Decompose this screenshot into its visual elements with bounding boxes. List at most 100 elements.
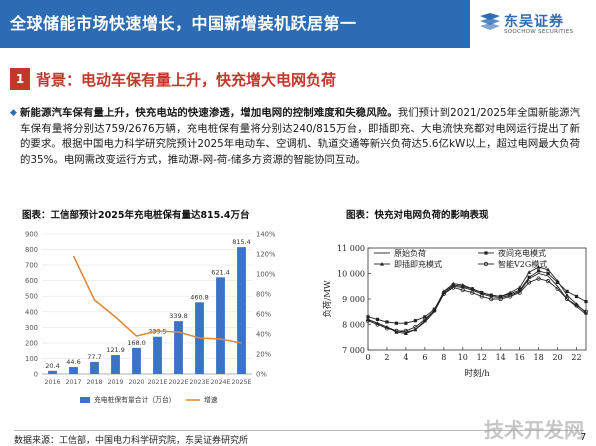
y-tick-label: 400 xyxy=(25,308,38,316)
footer-divider xyxy=(14,430,584,431)
bar xyxy=(174,321,183,374)
section-number: 1 xyxy=(10,68,30,90)
series-marker xyxy=(422,318,427,323)
x-tick-label: 2023E xyxy=(189,379,209,386)
legend-marker xyxy=(483,261,489,267)
series-marker xyxy=(536,265,541,269)
legend-label: 智能V2G模式 xyxy=(498,259,547,269)
bar xyxy=(132,347,141,374)
page-title: 全球储能市场快速增长，中国新增装机跃居第一 xyxy=(10,14,357,33)
series-marker xyxy=(413,319,417,323)
series-marker xyxy=(546,267,551,272)
series-marker xyxy=(518,288,522,292)
diamond-bullet-icon: ◆ xyxy=(10,108,17,118)
series-marker xyxy=(537,269,541,273)
legend-label-bars: 充电桩保有量合计（万台） xyxy=(94,395,176,404)
series-marker xyxy=(564,296,570,302)
section-heading: 1 背景：电动车保有量上升，快充增大电网负荷 xyxy=(10,68,460,90)
watermark: 技术开发网 xyxy=(484,418,584,442)
series-marker xyxy=(584,299,588,304)
series-marker xyxy=(555,279,560,283)
bar-data-label: 121.9 xyxy=(106,346,125,354)
series-marker xyxy=(413,324,418,330)
logo-mark-icon xyxy=(480,13,500,30)
x-tick-label: 2021E xyxy=(147,379,167,386)
x-tick-label: 2022E xyxy=(168,379,188,386)
y2-tick-label: 80% xyxy=(256,291,272,299)
y-tick-label: 900 xyxy=(25,231,38,239)
chart-caption-right: 图表：快充对电网负荷的影响表现 xyxy=(346,210,489,221)
series-marker xyxy=(517,285,522,290)
series-marker xyxy=(451,285,456,290)
y2-tick-label: 0% xyxy=(256,371,267,379)
series-marker xyxy=(384,326,390,331)
series-marker xyxy=(536,276,541,281)
logo-subtitle: SOOCHOW SECURITIES xyxy=(504,29,574,35)
bar-data-label: 460.8 xyxy=(190,293,209,301)
y-tick-label: 100 xyxy=(25,355,38,363)
y2-tick-label: 120% xyxy=(256,251,276,259)
growth-line xyxy=(72,255,242,344)
y-tick-label: 600 xyxy=(25,277,38,285)
y2-tick-label: 60% xyxy=(256,311,272,319)
x-tick-label: 2018 xyxy=(86,379,102,386)
series-marker xyxy=(508,294,513,299)
legend-marker xyxy=(484,251,488,255)
series-marker xyxy=(545,279,551,284)
series-marker xyxy=(470,290,475,295)
bar-data-label: 168.0 xyxy=(127,339,146,347)
series-marker xyxy=(375,317,380,321)
series-marker xyxy=(565,289,569,293)
y-tick-label: 500 xyxy=(25,293,38,301)
legend-swatch-bars xyxy=(80,397,90,403)
x-tick-label: 2024E xyxy=(210,379,230,386)
series-marker xyxy=(555,286,560,291)
series-marker xyxy=(451,281,456,286)
legend-marker xyxy=(380,262,384,266)
x-tick-label: 10 xyxy=(458,353,468,362)
logo-name: 东吴证券 xyxy=(504,14,564,30)
bar-data-label: 77.7 xyxy=(87,353,101,361)
y-tick-label: 11 000 xyxy=(337,244,365,253)
series-marker xyxy=(584,311,588,315)
series-marker xyxy=(460,282,465,287)
x-tick-label: 4 xyxy=(403,353,408,362)
bar-data-label: 339.8 xyxy=(169,312,188,320)
series-marker xyxy=(366,315,370,319)
x-tick-label: 2017 xyxy=(65,379,81,386)
chart-caption-left: 图表：工信部预计2025年充电桩保有量达815.4万台 xyxy=(22,210,250,221)
y-tick-label: 10 000 xyxy=(337,270,365,279)
series-marker xyxy=(479,290,484,295)
y-tick-label: 200 xyxy=(25,339,38,347)
bar xyxy=(48,370,57,374)
series-marker xyxy=(394,321,399,325)
legend-label: 原始负荷 xyxy=(394,248,426,258)
title-bar: 全球储能市场快速增长，中国新增装机跃居第一 东吴证券 SOOCHOW SECUR… xyxy=(0,0,596,48)
series-marker xyxy=(365,318,371,323)
series-marker xyxy=(375,322,380,327)
section-title: 背景：电动车保有量上升，快充增大电网负荷 xyxy=(36,71,337,89)
page-number: 7 xyxy=(580,432,587,443)
legend-label: 夜间充电模式 xyxy=(498,248,546,258)
series-marker xyxy=(546,271,550,276)
x-tick-label: 2019 xyxy=(107,379,123,386)
y-axis-label: 负荷/MW xyxy=(322,280,333,318)
x-tick-label: 14 xyxy=(496,353,506,362)
y-tick-label: 300 xyxy=(25,324,38,332)
paragraph-body: 我们预计到2021/2025年全国新能源汽车保有量将分别达759/2676万辆，… xyxy=(20,107,580,166)
bar-data-label: 20.4 xyxy=(45,362,59,370)
series-marker xyxy=(527,270,532,274)
series-marker xyxy=(413,327,418,332)
series-marker xyxy=(565,293,570,297)
series-marker xyxy=(394,328,399,333)
series-marker xyxy=(422,317,427,322)
series-marker xyxy=(404,321,408,325)
series-marker xyxy=(517,290,522,295)
series-marker xyxy=(508,290,513,295)
x-tick-label: 8 xyxy=(441,353,446,362)
series-marker xyxy=(574,294,579,299)
series-marker xyxy=(583,309,589,314)
series-marker xyxy=(527,275,531,279)
series-marker xyxy=(441,289,446,293)
x-tick-label: 6 xyxy=(422,353,427,362)
